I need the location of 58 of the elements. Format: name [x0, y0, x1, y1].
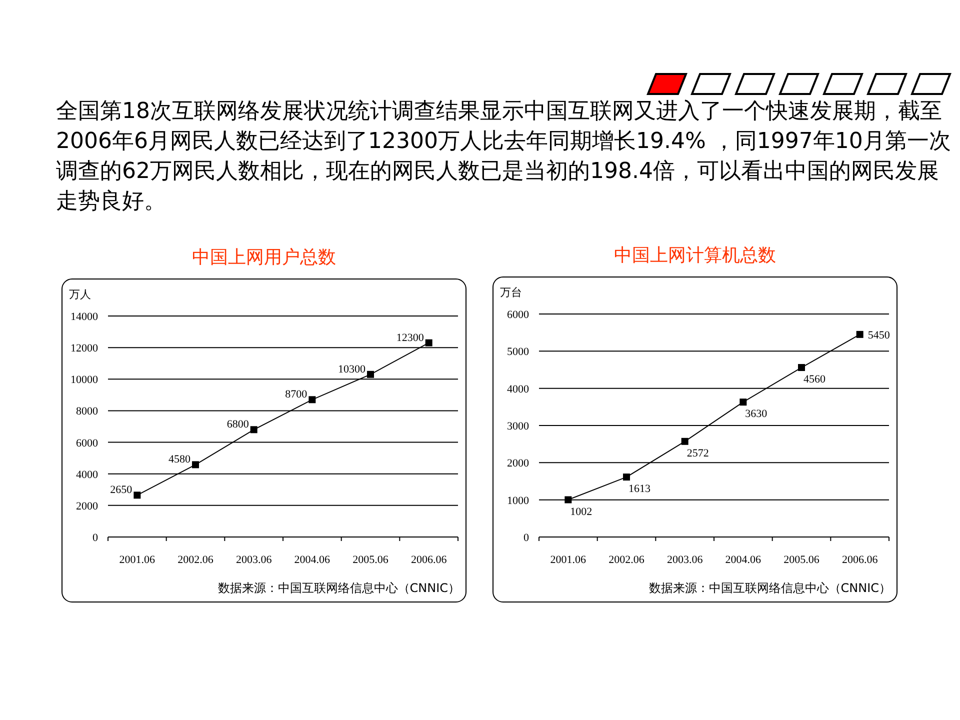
x-tick-label: 2002.06 — [608, 554, 645, 566]
y-tick-label: 1000 — [507, 494, 530, 507]
y-tick-label: 14000 — [70, 311, 98, 323]
x-tick-label: 2004.06 — [294, 554, 331, 566]
y-tick-label: 4000 — [507, 383, 530, 396]
y-tick-label: 0 — [524, 532, 530, 544]
data-label: 1002 — [570, 506, 592, 518]
data-label: 5450 — [868, 329, 890, 342]
x-tick-label: 2003.06 — [236, 554, 272, 566]
data-label: 12300 — [396, 332, 424, 344]
data-label: 1613 — [628, 483, 651, 496]
y-tick-label: 12000 — [70, 342, 98, 355]
data-label: 3630 — [745, 408, 768, 420]
x-tick-label: 2002.06 — [178, 554, 214, 566]
data-label: 4580 — [168, 454, 191, 466]
data-label: 8700 — [285, 388, 308, 401]
chart-title: 中国上网用户总数 — [192, 247, 336, 268]
point — [425, 339, 432, 346]
y-tick-label: 6000 — [507, 309, 530, 321]
y-tick-label: 4000 — [76, 468, 98, 481]
chart-title: 中国上网计算机总数 — [614, 245, 776, 266]
x-tick-label: 2001.06 — [550, 554, 587, 566]
x-tick-label: 2005.06 — [784, 554, 820, 566]
y-tick-label: 5000 — [507, 346, 530, 358]
point — [250, 426, 258, 434]
x-tick-label: 2005.06 — [352, 554, 389, 566]
text: 全国第18次互联网络发展状况统计调查结果显示中国互联网又进入了一个快速发展期，截至2006年6月网民人数已经达到了12300万人比去年同期增长19.4% ，同1997年10月第一次调查的62万网民人数相比，现在的网民人数已是当初的198.4倍，可以看出中国的网民发展走势良好。 — [56, 99, 951, 214]
y-axis-title: 万台 — [500, 286, 522, 299]
source-note: 数据来源：中国互联网络信息中心（CNNIC） — [218, 581, 460, 595]
y-tick-label: 0 — [92, 532, 98, 544]
data-label: 6800 — [226, 418, 250, 431]
point — [740, 398, 747, 406]
y-axis-title: 万人 — [69, 288, 91, 301]
point — [192, 461, 199, 468]
y-tick-label: 2000 — [76, 500, 98, 512]
point — [367, 370, 374, 378]
point — [134, 492, 141, 499]
y-tick-label: 8000 — [76, 406, 98, 418]
source-note: 数据来源：中国互联网络信息中心（CNNIC） — [648, 581, 891, 595]
x-tick-label: 2004.06 — [725, 554, 762, 566]
y-tick-label: 3000 — [507, 420, 530, 432]
x-tick-label: 2001.06 — [119, 554, 156, 566]
data-label: 4560 — [804, 374, 826, 386]
point — [856, 330, 864, 338]
data-label: 10300 — [338, 363, 366, 376]
x-tick-label: 2006.06 — [410, 554, 448, 566]
point — [564, 496, 572, 504]
x-tick-label: 2003.06 — [666, 554, 704, 566]
y-tick-label: 2000 — [507, 458, 530, 470]
point — [308, 396, 316, 404]
point — [681, 438, 688, 445]
data-label: 2572 — [686, 447, 709, 460]
x-tick-label: 2006.06 — [842, 554, 878, 566]
y-tick-label: 10000 — [70, 374, 98, 386]
point — [798, 364, 805, 372]
data-label: 2650 — [110, 484, 133, 496]
point — [623, 474, 630, 481]
y-tick-label: 6000 — [76, 437, 98, 450]
